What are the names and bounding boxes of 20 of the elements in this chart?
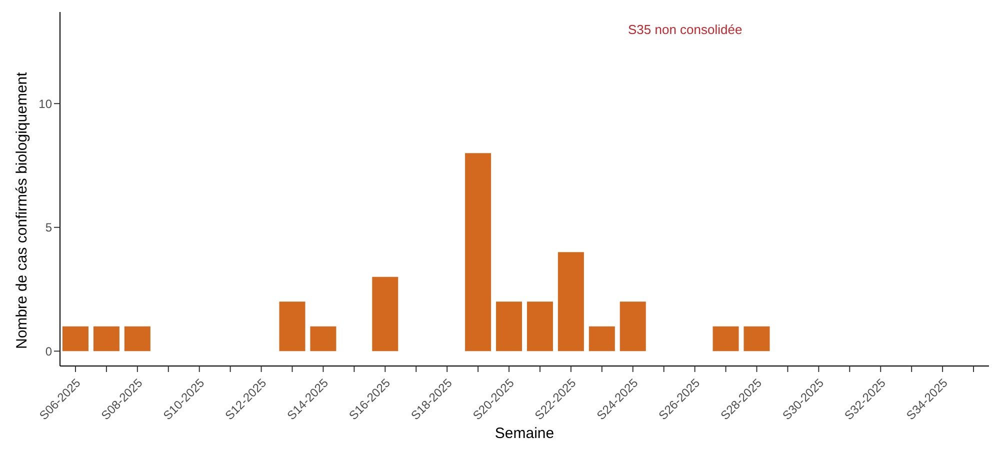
bar xyxy=(465,153,492,352)
y-tick-label: 10 xyxy=(38,96,52,111)
bar xyxy=(744,326,770,352)
bar xyxy=(620,302,646,352)
bar xyxy=(124,326,150,352)
x-axis-title: Semaine xyxy=(494,425,554,442)
bar xyxy=(496,302,522,352)
bar xyxy=(62,326,88,352)
bar xyxy=(558,252,584,352)
y-tick-label: 5 xyxy=(45,220,52,235)
y-axis-title: Nombre de cas confirmés biologiquement xyxy=(13,71,30,349)
bar xyxy=(279,302,306,352)
bar xyxy=(712,326,739,352)
bar xyxy=(372,276,398,352)
annotation: S35 non consolidée xyxy=(628,22,742,37)
bar xyxy=(310,326,336,352)
y-tick-label: 0 xyxy=(45,344,52,358)
bar xyxy=(526,302,553,352)
bar xyxy=(588,326,615,352)
bar xyxy=(93,326,120,352)
